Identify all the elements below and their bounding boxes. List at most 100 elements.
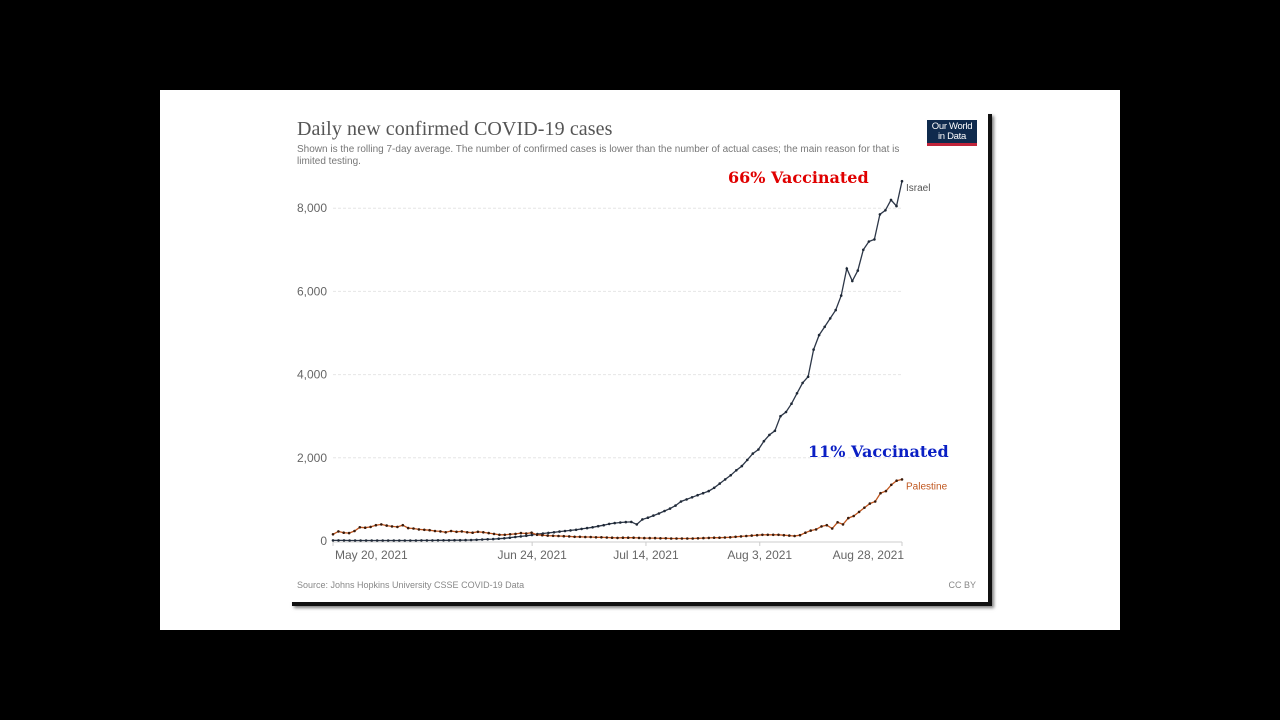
data-point [804, 531, 807, 534]
data-point [890, 483, 893, 487]
data-point [862, 248, 865, 252]
data-point [884, 209, 887, 212]
data-point [624, 520, 628, 524]
data-point [353, 529, 356, 533]
data-point [817, 333, 821, 337]
data-point [718, 536, 721, 539]
data-point [460, 530, 464, 533]
data-point [746, 458, 749, 462]
source-note[interactable]: Source: Johns Hopkins University CSSE CO… [297, 580, 525, 590]
data-point [406, 526, 410, 530]
data-point [602, 523, 605, 527]
data-point [635, 523, 639, 526]
data-point [409, 539, 412, 542]
line-chart-plot: 0 2,000 4,000 6,000 8,000 May 20, 2021 Jun 24,… [297, 179, 948, 562]
data-point [607, 522, 611, 526]
data-point [442, 539, 445, 542]
data-point [790, 402, 793, 406]
data-point [751, 452, 755, 455]
data-point [712, 486, 716, 490]
data-point [381, 539, 384, 542]
israel-line [333, 181, 903, 542]
data-point [784, 410, 788, 414]
data-point [814, 528, 818, 531]
data-point [782, 533, 786, 537]
data-point [337, 530, 340, 533]
data-point [675, 537, 678, 540]
data-point [589, 535, 592, 539]
data-point [616, 536, 619, 540]
data-point [401, 523, 405, 527]
data-point [740, 464, 744, 468]
data-point [729, 474, 732, 477]
y-tick-label: 0 [320, 534, 327, 548]
data-point [392, 539, 396, 542]
data-point [707, 489, 710, 493]
data-point [364, 539, 368, 542]
data-point [530, 531, 533, 534]
data-point [845, 267, 849, 270]
data-point [359, 539, 362, 542]
data-point [690, 496, 694, 499]
series-palestine[interactable] [331, 478, 904, 540]
series-israel[interactable] [331, 179, 904, 542]
x-tick-label: Jun 24, 2021 [497, 548, 567, 562]
data-point [563, 529, 567, 533]
data-point [735, 469, 738, 472]
data-point [755, 533, 759, 537]
data-point [605, 536, 609, 539]
data-point [696, 493, 699, 497]
data-point [657, 512, 661, 515]
data-point [567, 535, 571, 538]
data-point [680, 537, 684, 540]
data-point [641, 518, 644, 521]
data-point [745, 534, 748, 538]
data-point [771, 533, 775, 537]
israel-vaccination-annotation: 66% Vaccinated [728, 168, 869, 187]
data-point [374, 523, 378, 527]
data-point [482, 531, 485, 534]
data-point [503, 537, 506, 540]
data-point [514, 535, 517, 539]
data-point [530, 533, 534, 537]
data-point [806, 375, 810, 379]
data-point [369, 525, 372, 529]
data-point [552, 531, 556, 534]
data-point [486, 538, 489, 541]
data-point [867, 240, 871, 243]
data-point [685, 498, 688, 501]
data-point [795, 392, 799, 395]
data-point [777, 533, 780, 537]
data-point [347, 531, 351, 535]
israel-line-label[interactable]: Israel [906, 183, 930, 194]
data-point [380, 523, 383, 526]
logo-line-2: in Data [937, 131, 966, 142]
palestine-line-label[interactable]: Palestine [906, 481, 948, 492]
data-point [686, 537, 689, 540]
data-point [431, 539, 434, 542]
data-point [857, 510, 861, 514]
data-point [750, 534, 753, 537]
data-point [580, 527, 583, 531]
data-point [358, 526, 362, 529]
data-point [626, 536, 630, 539]
data-point [464, 538, 467, 542]
data-point [558, 530, 561, 533]
owid-logo[interactable]: Our World in Data [927, 120, 977, 146]
data-point [652, 514, 655, 517]
data-point [503, 533, 507, 537]
data-point [449, 529, 453, 533]
data-point [619, 521, 622, 524]
data-point [428, 528, 431, 532]
data-point [653, 536, 657, 540]
data-point [453, 538, 456, 542]
data-point [370, 539, 373, 542]
data-point [447, 539, 451, 542]
data-point [475, 538, 478, 542]
data-point [423, 528, 426, 532]
data-point [773, 429, 777, 433]
data-point [331, 539, 335, 542]
data-point [591, 526, 594, 529]
x-tick-label: May 20, 2021 [335, 548, 408, 562]
license-label[interactable]: CC BY [948, 580, 976, 590]
